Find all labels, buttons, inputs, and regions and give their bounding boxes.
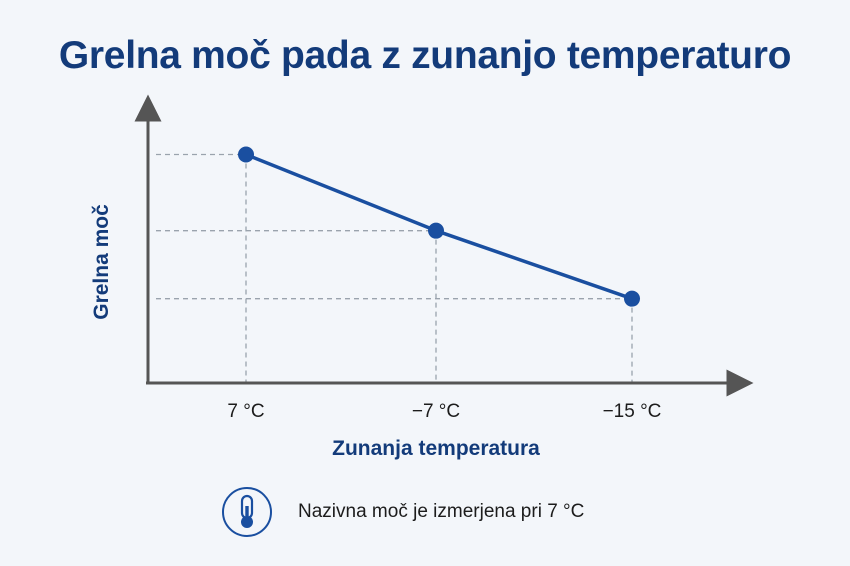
page-title: Grelna moč pada z zunanjo temperaturo xyxy=(58,34,792,77)
info-note: Nazivna moč je izmerjena pri 7 °C xyxy=(222,484,584,540)
x-tick-label-0: 7 °C xyxy=(227,401,264,422)
data-point-2 xyxy=(624,290,640,307)
x-tick-label-2: −15 °C xyxy=(603,401,662,422)
note-text: Nazivna moč je izmerjena pri 7 °C xyxy=(298,501,585,522)
data-point-1 xyxy=(428,222,444,239)
x-axis-title: Zunanja temperatura xyxy=(332,437,540,460)
x-tick-label-1: −7 °C xyxy=(412,401,460,422)
y-axis-title: Grelna moč xyxy=(90,204,113,320)
data-point-0 xyxy=(238,146,254,163)
thermometer-icon xyxy=(222,487,272,537)
